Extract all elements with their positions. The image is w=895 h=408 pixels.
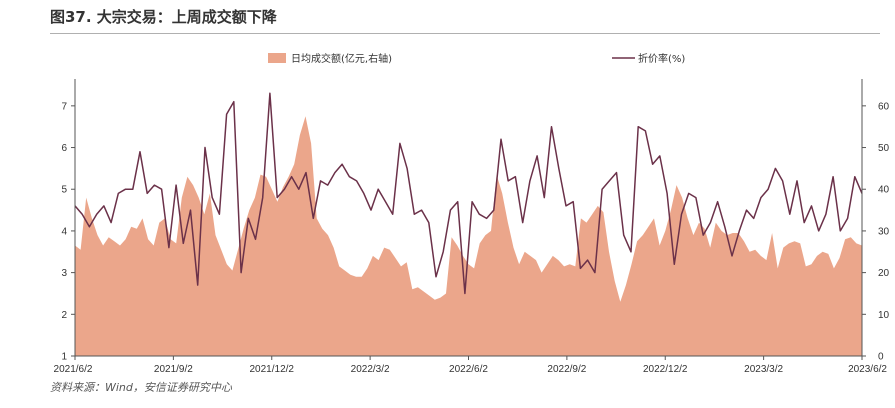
right-tick-label: 20 — [878, 268, 890, 279]
left-tick-label: 6 — [61, 143, 67, 154]
source-note: 资料来源：Wind，安信证券研究中心 — [50, 381, 232, 394]
left-tick-label: 1 — [61, 352, 67, 363]
legend-swatch-area — [268, 53, 286, 63]
x-tick-label: 2021/6/2 — [54, 364, 93, 375]
x-tick-label: 2021/9/2 — [154, 364, 193, 375]
left-tick-label: 7 — [61, 101, 67, 112]
title-divider — [50, 33, 880, 34]
legend-label-area: 日均成交额(亿元,右轴) — [291, 52, 392, 65]
left-tick-label: 2 — [61, 310, 67, 321]
left-tick-label: 4 — [61, 226, 67, 237]
x-tick-label: 2022/6/2 — [449, 364, 488, 375]
left-tick-label: 3 — [61, 268, 67, 279]
right-tick-label: 60 — [878, 101, 890, 112]
right-tick-label: 50 — [878, 143, 890, 154]
x-tick-label: 2022/3/2 — [351, 364, 390, 375]
series-area-turnover — [75, 116, 862, 356]
right-tick-label: 10 — [878, 310, 890, 321]
right-tick-label: 30 — [878, 226, 890, 237]
right-tick-label: 0 — [878, 352, 884, 363]
right-tick-label: 40 — [878, 185, 890, 196]
x-tick-label: 2022/12/2 — [643, 364, 688, 375]
chart-title: 图37. 大宗交易：上周成交额下降 — [50, 8, 277, 26]
left-tick-label: 5 — [61, 185, 67, 196]
x-tick-label: 2023/3/2 — [744, 364, 783, 375]
x-tick-label: 2021/12/2 — [250, 364, 295, 375]
x-tick-label: 2022/9/2 — [547, 364, 586, 375]
series-line-discount-rate — [74, 92, 863, 295]
x-tick-label: 2023/6/2 — [848, 364, 887, 375]
legend-label-line: 折价率(%) — [638, 52, 685, 65]
